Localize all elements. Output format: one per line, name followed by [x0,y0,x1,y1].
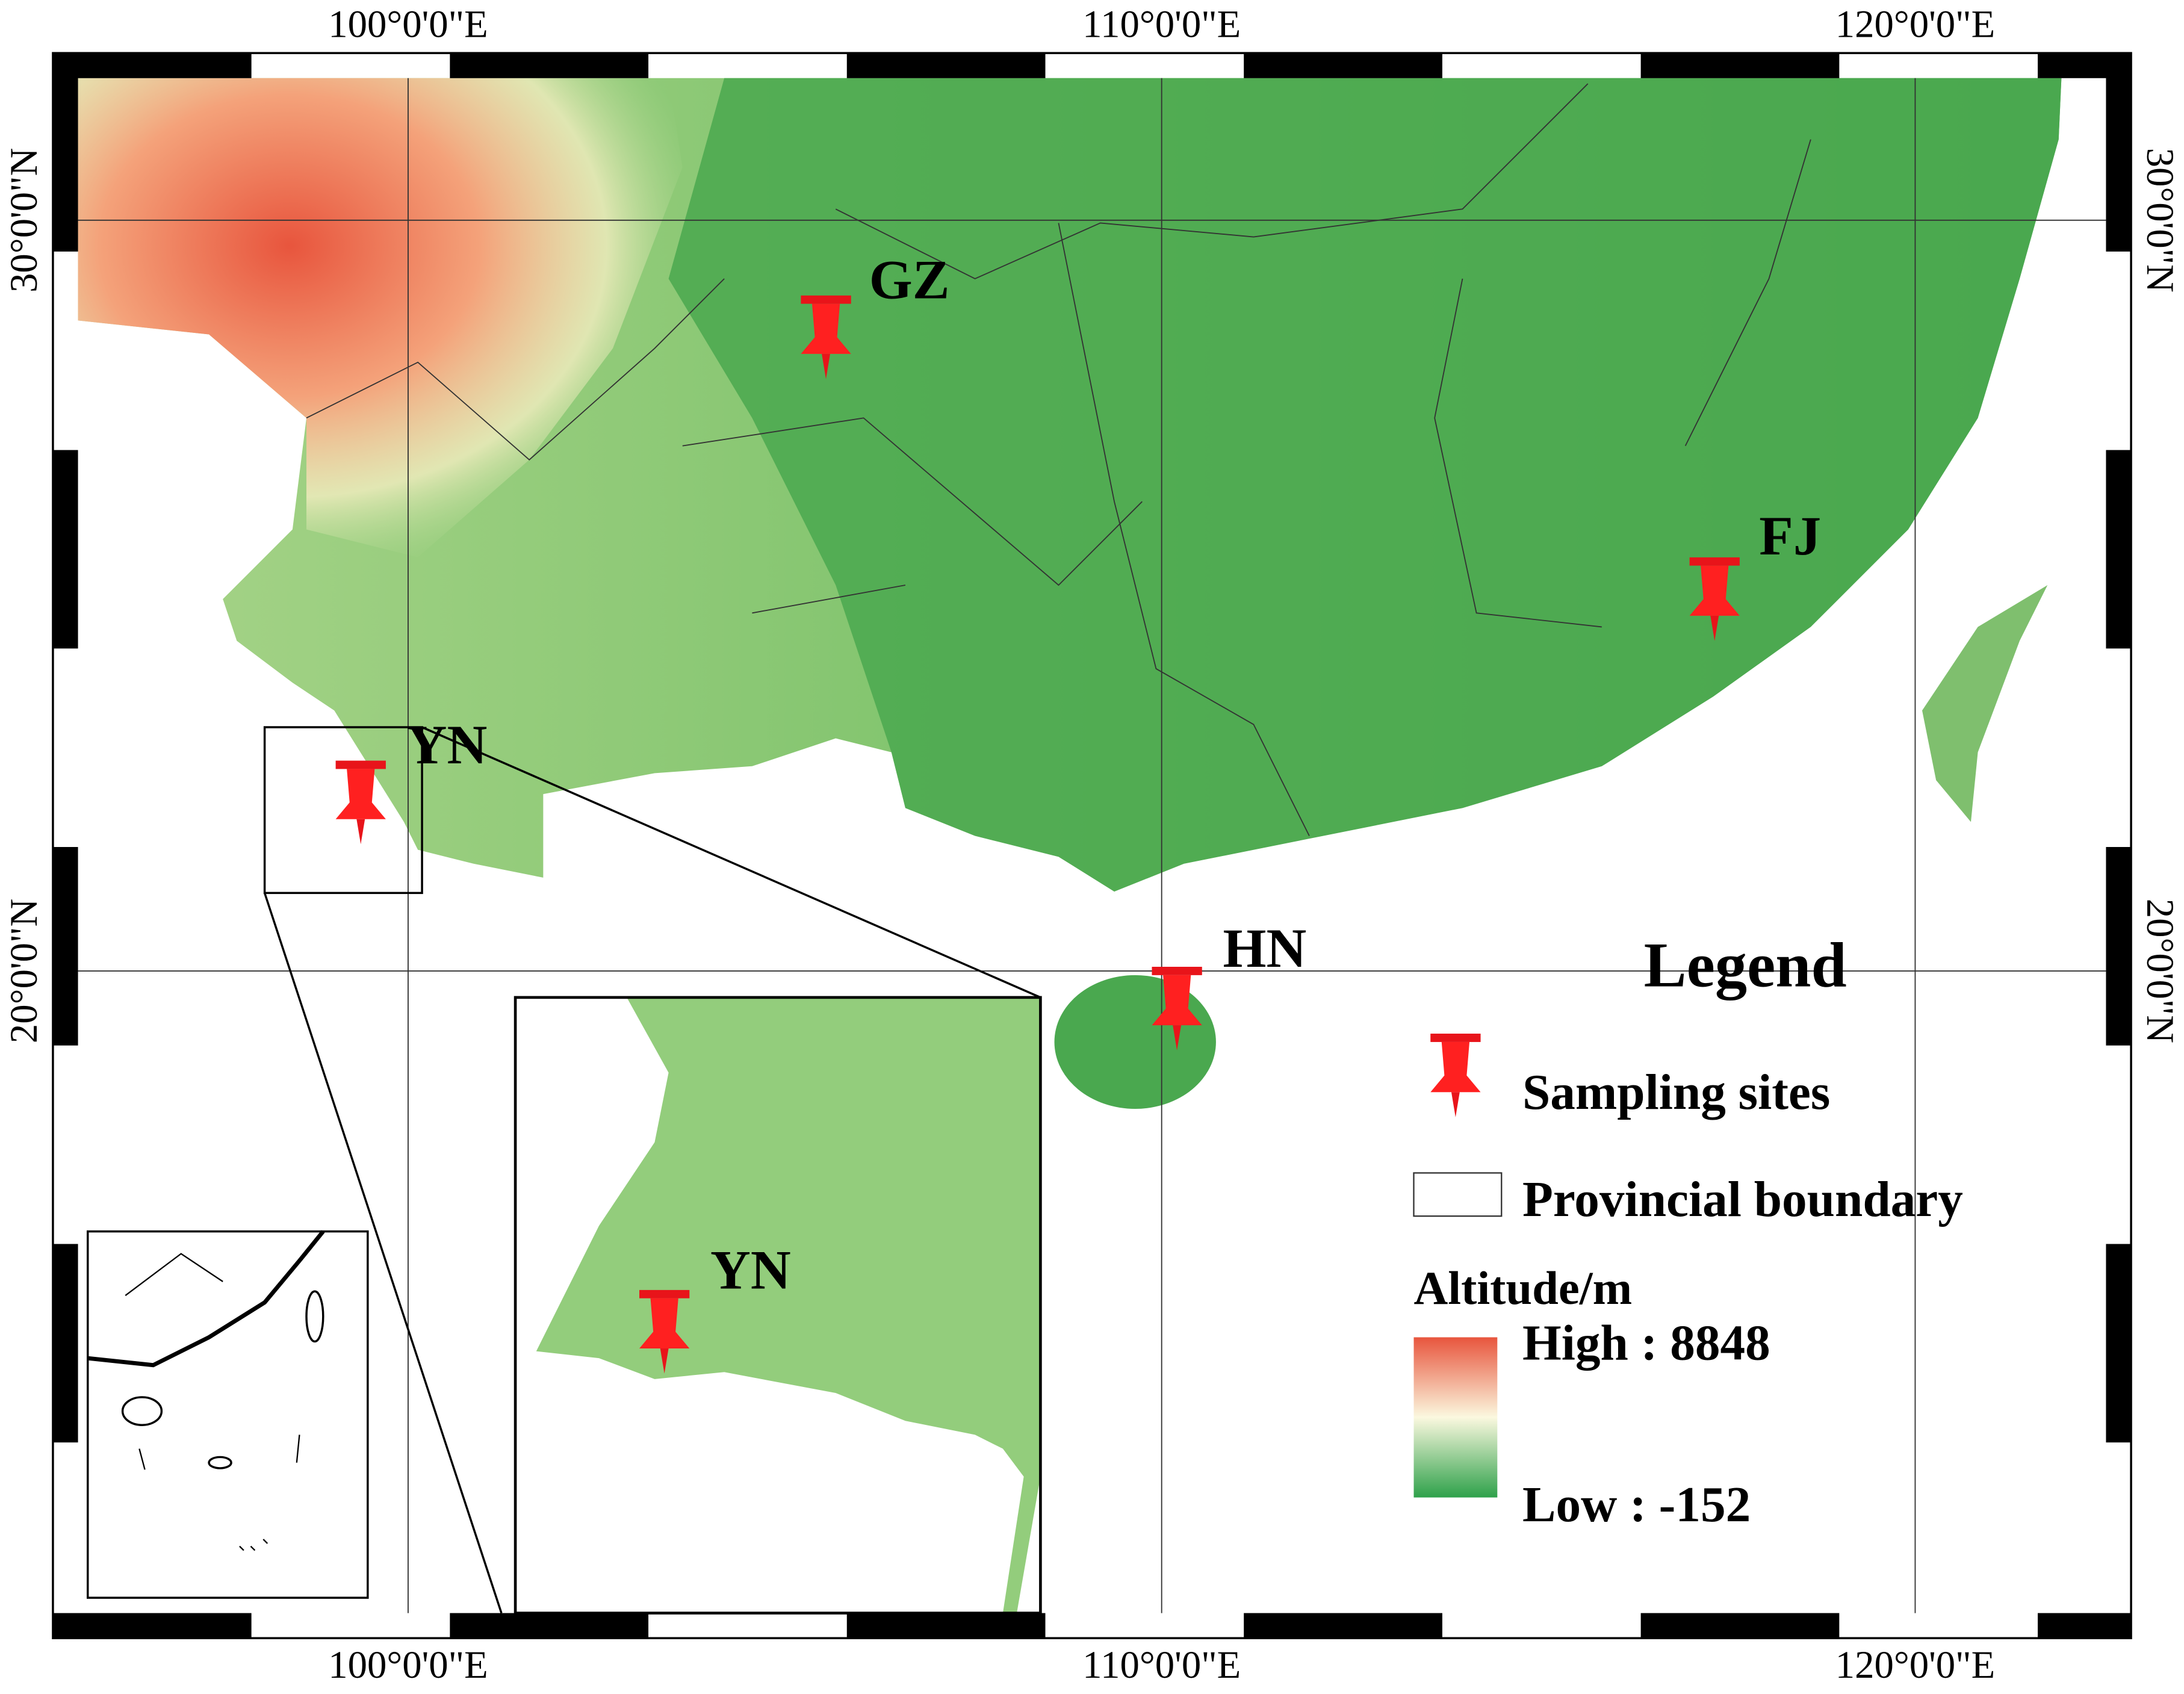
zoom-line [421,726,1041,999]
altitude-low: Low : -152 [1522,1477,1751,1533]
legend-pin [1430,1034,1481,1117]
border-segment [52,450,78,649]
legend-swatch [1413,1172,1503,1217]
site-label: HN [1223,918,1306,979]
graticule [78,78,2106,1613]
site-label: GZ [869,249,950,311]
inset-frame [513,996,1042,1615]
border-segment [52,53,252,78]
zoom-line [263,892,503,1614]
legend: Legend Sampling sites Provincial boundar… [1413,929,1963,1533]
border-segment [1244,53,1442,78]
altitude-high: High : 8848 [1522,1315,1770,1371]
site-label: YN [407,715,488,776]
border-segment [846,1613,1046,1639]
legend-title: Legend [1644,929,1847,1001]
border-segment [2106,450,2132,649]
land [78,78,2062,1109]
altitude-title: Altitude/m [1413,1262,1632,1315]
border-segment [52,847,78,1046]
site-label: FJ [1759,506,1821,567]
altitude-ramp [1413,1337,1498,1498]
lon-label: 100°0'0"E [328,1643,488,1687]
frame-border [52,53,2132,1639]
frame [52,52,2132,1639]
legend-item: Provincial boundary [1522,1172,1963,1227]
border-segment [450,53,649,78]
border-segment [52,53,78,252]
lon-label: 120°0'0"E [1835,1643,1995,1687]
lat-label: 20°0'0"N [2,899,46,1043]
border-segment [846,53,1046,78]
border-segment [52,1613,252,1639]
border-segment [450,1613,649,1639]
border-segment [2106,53,2132,252]
border-segment [2106,847,2132,1046]
lat-label: 30°0'0"N [2,148,46,293]
inset-land [536,997,1041,1613]
locator [87,1230,369,1599]
border-segment [1244,1613,1442,1639]
border-segment [2038,1613,2132,1639]
border-segment [2106,1244,2132,1443]
border-segment [1640,1613,1840,1639]
lat-label: 20°0'0"N [2138,899,2182,1043]
lon-label: 110°0'0"E [1082,2,1241,46]
border-segment [1640,53,1840,78]
inset-site-label: YN [710,1239,791,1301]
zoom-inset [263,726,1042,1615]
lon-label: 110°0'0"E [1082,1643,1241,1687]
zoom-box [263,726,423,895]
border-segment [52,1244,78,1443]
lon-label: 120°0'0"E [1835,2,1995,46]
lat-label: 30°0'0"N [2138,148,2182,293]
lon-label: 100°0'0"E [328,2,488,46]
legend-item: Sampling sites [1522,1065,1830,1120]
